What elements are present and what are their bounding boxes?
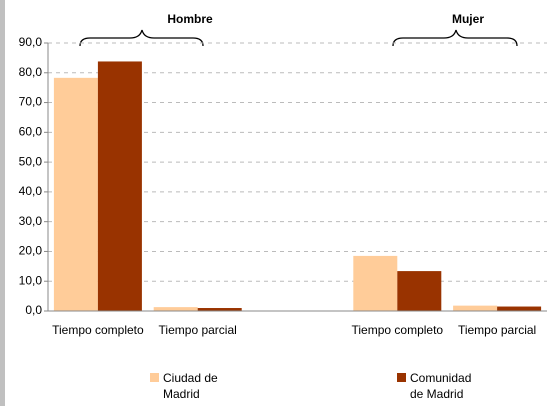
legend-label: Ciudad de Madrid: [163, 371, 218, 401]
y-tick-label: 90,0: [19, 35, 43, 49]
bar: [197, 308, 242, 311]
group-label: Hombre: [167, 12, 213, 26]
y-tick-label: 20,0: [19, 244, 43, 258]
y-tick-label: 80,0: [19, 65, 43, 79]
y-tick-label: 30,0: [19, 214, 43, 228]
legend-swatch: [150, 373, 159, 382]
x-tick-label: Tiempo completo: [351, 323, 444, 337]
x-tick-label: Tiempo parcial: [158, 323, 237, 337]
bar: [97, 61, 142, 312]
left-strip: [0, 0, 5, 406]
bar: [397, 271, 442, 311]
legend-label: Comunidad de Madrid: [410, 371, 472, 401]
bar: [53, 77, 98, 311]
y-tick-label: 50,0: [19, 154, 43, 168]
y-tick-label: 40,0: [19, 184, 43, 198]
bar: [453, 305, 498, 311]
y-tick-label: 10,0: [19, 273, 43, 287]
group-label: Mujer: [452, 12, 484, 26]
y-tick-label: 0,0: [25, 303, 42, 317]
group-brace: [79, 29, 204, 47]
bar: [153, 307, 198, 311]
group-brace: [392, 29, 518, 47]
y-tick-label: 70,0: [19, 95, 43, 109]
legend-swatch: [397, 373, 406, 382]
x-tick-label: Tiempo parcial: [457, 323, 537, 337]
x-tick-label: Tiempo completo: [52, 323, 144, 337]
y-tick-label: 60,0: [19, 125, 43, 139]
bar: [497, 306, 542, 311]
bar: [353, 255, 398, 311]
